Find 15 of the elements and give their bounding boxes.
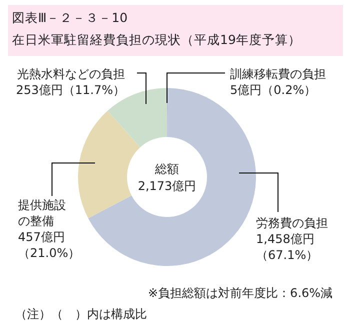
- data-label: 5億円（0.2%）: [230, 83, 316, 97]
- slice-label: 提供施設の整備: [18, 198, 66, 228]
- data-label: 457億円（21.0%）: [18, 230, 80, 260]
- slice-label: 光熱水料などの負担: [17, 67, 125, 81]
- slice-label: 労務費の負担: [256, 216, 328, 230]
- text: ※負担総額は対前年度比：6.6%減: [148, 286, 333, 300]
- slice-label: 訓練移転費の負担: [230, 67, 326, 81]
- text: （注）（ ）内は構成比: [15, 307, 147, 321]
- chart-subtitle: 在日米軍駐留経費負担の現状（平成19年度予算）: [12, 32, 301, 47]
- data-label: 1,458億円（67.1%）: [256, 232, 318, 262]
- chart-title: 図表Ⅲ－２－３－10: [12, 10, 128, 25]
- text: 総額: [154, 162, 179, 176]
- data-label: 253億円（11.7%）: [16, 83, 125, 97]
- donut-slice: [78, 110, 140, 218]
- text: 2,173億円: [138, 179, 196, 193]
